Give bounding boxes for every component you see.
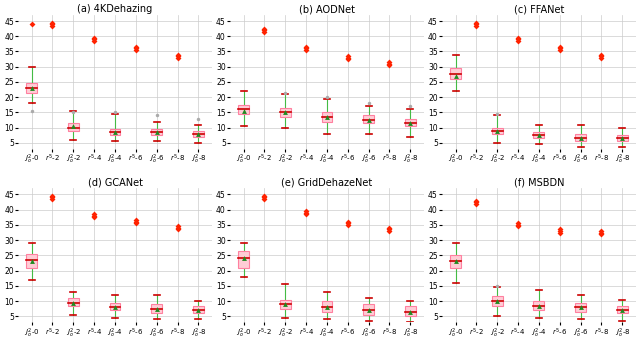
- Bar: [364, 116, 374, 123]
- Bar: [26, 84, 37, 93]
- Bar: [151, 129, 162, 135]
- Bar: [26, 254, 37, 268]
- Bar: [364, 304, 374, 315]
- Bar: [68, 123, 79, 131]
- Title: (f) MSBDN: (f) MSBDN: [514, 178, 564, 187]
- Bar: [151, 304, 162, 313]
- Bar: [534, 132, 545, 138]
- Bar: [617, 305, 628, 313]
- Bar: [193, 305, 204, 313]
- Bar: [575, 134, 586, 141]
- Bar: [492, 128, 502, 134]
- Bar: [450, 255, 461, 268]
- Bar: [405, 305, 416, 316]
- Bar: [321, 112, 332, 121]
- Bar: [575, 303, 586, 312]
- Bar: [280, 300, 291, 309]
- Title: (c) FFANet: (c) FFANet: [514, 4, 564, 14]
- Bar: [405, 119, 416, 126]
- Bar: [321, 301, 332, 312]
- Bar: [534, 301, 545, 310]
- Bar: [109, 303, 120, 310]
- Title: (e) GridDehazeNet: (e) GridDehazeNet: [282, 178, 372, 187]
- Bar: [492, 297, 502, 305]
- Bar: [617, 135, 628, 141]
- Bar: [238, 105, 249, 114]
- Title: (a) 4KDehazing: (a) 4KDehazing: [77, 4, 152, 14]
- Bar: [450, 68, 461, 79]
- Bar: [109, 129, 120, 135]
- Title: (d) GCANet: (d) GCANet: [88, 178, 143, 187]
- Title: (b) AODNet: (b) AODNet: [299, 4, 355, 14]
- Bar: [280, 108, 291, 117]
- Bar: [193, 131, 204, 137]
- Bar: [68, 298, 79, 305]
- Bar: [238, 251, 249, 268]
